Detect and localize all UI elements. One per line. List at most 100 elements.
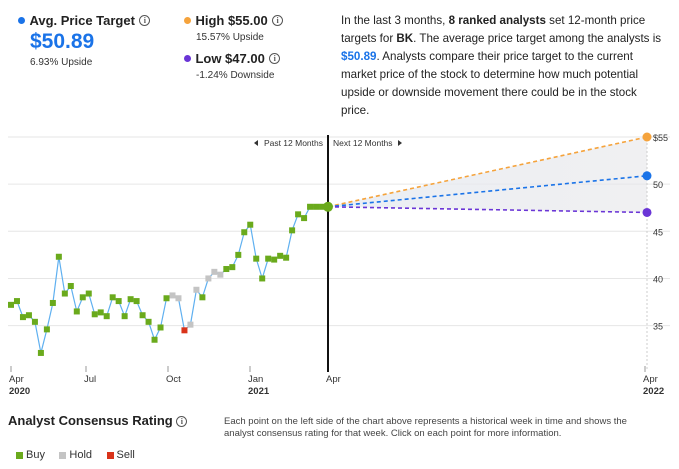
low-target: Low $47.00 i	[184, 50, 281, 68]
history-point-hold[interactable]	[187, 321, 194, 328]
history-point-buy[interactable]	[13, 298, 20, 305]
history-point-buy[interactable]	[283, 254, 290, 261]
history-point-hold[interactable]	[217, 271, 224, 278]
forecast-low-dot[interactable]	[642, 207, 652, 217]
next-12-months-label: Next 12 Months	[333, 138, 393, 148]
info-icon[interactable]: i	[176, 416, 188, 428]
history-point-buy[interactable]	[139, 312, 146, 319]
history-point-buy[interactable]	[127, 296, 134, 303]
low-downside: -1.24% Downside	[196, 70, 275, 81]
history-point-hold[interactable]	[193, 286, 200, 293]
history-polyline	[10, 206, 328, 354]
history-point-buy[interactable]	[61, 290, 68, 297]
history-point-buy[interactable]	[91, 311, 98, 318]
forecast-dots[interactable]	[642, 132, 652, 217]
history-point-buy[interactable]	[307, 203, 314, 210]
info-icon[interactable]: i	[269, 53, 281, 65]
history-point-buy[interactable]	[25, 312, 32, 319]
history-point-buy[interactable]	[133, 298, 140, 305]
history-point-buy[interactable]	[235, 251, 242, 258]
avg-dot	[18, 17, 25, 25]
history-point-buy[interactable]	[121, 313, 128, 320]
summary-part: In the last 3 months,	[341, 14, 449, 27]
history-line	[10, 206, 328, 354]
history-point-buy[interactable]	[109, 294, 116, 301]
forecast-lines	[327, 136, 648, 214]
past-12-months-label: Past 12 Months	[264, 138, 323, 148]
history-point-buy[interactable]	[247, 221, 254, 228]
x-tick-label: Apr	[9, 374, 24, 385]
history-point-buy[interactable]	[271, 256, 278, 263]
history-point-buy[interactable]	[73, 308, 80, 315]
history-point-buy[interactable]	[31, 318, 38, 325]
history-point-buy[interactable]	[199, 294, 206, 301]
history-point-buy[interactable]	[223, 266, 230, 273]
y-tick-label: 45	[653, 227, 663, 237]
history-point-buy[interactable]	[79, 294, 86, 301]
summary-ticker: BK	[396, 32, 414, 45]
summary-avg: $50.89	[341, 50, 377, 63]
history-point-buy[interactable]	[55, 253, 62, 260]
history-point-buy[interactable]	[37, 349, 44, 356]
history-point-buy[interactable]	[151, 336, 158, 343]
history-point-buy[interactable]	[157, 324, 164, 331]
history-point-hold[interactable]	[211, 268, 218, 275]
history-point-hold[interactable]	[205, 275, 212, 282]
y-tick-label: 50	[653, 180, 663, 190]
info-icon[interactable]: i	[139, 15, 151, 27]
history-point-buy[interactable]	[295, 211, 302, 218]
history-point-sell[interactable]	[181, 327, 188, 334]
history-point-buy[interactable]	[103, 313, 110, 320]
history-point-buy[interactable]	[253, 255, 260, 262]
history-point-buy[interactable]	[163, 295, 170, 302]
history-point-buy[interactable]	[8, 301, 14, 308]
history-point-hold[interactable]	[175, 295, 182, 302]
x-tick-year: 2021	[248, 386, 270, 397]
current-price-dot[interactable]	[323, 201, 333, 212]
forecast-avg-dot[interactable]	[642, 171, 652, 181]
history-point-buy[interactable]	[85, 290, 92, 297]
legend-hold: Hold	[59, 449, 92, 461]
forecast-avg-line	[327, 174, 648, 208]
history-point-buy[interactable]	[97, 309, 104, 316]
history-point-buy[interactable]	[19, 314, 26, 321]
legend-sell-label: Sell	[116, 449, 135, 461]
consensus-title-row: Analyst Consensus Rating i	[8, 413, 188, 428]
history-point-buy[interactable]	[289, 227, 296, 234]
avg-label: Avg. Price Target	[29, 13, 135, 28]
history-point-buy[interactable]	[277, 252, 284, 259]
history-point-buy[interactable]	[259, 275, 266, 282]
summary-analysts: 8 ranked analysts	[448, 14, 546, 27]
history-point-buy[interactable]	[43, 326, 50, 333]
history-point-buy[interactable]	[241, 229, 248, 236]
history-point-buy[interactable]	[301, 215, 308, 222]
high-target: High $55.00 i	[184, 12, 284, 30]
history-point-buy[interactable]	[265, 255, 272, 262]
x-tick-year: 2022	[643, 386, 664, 397]
y-tick-label: $55	[653, 133, 668, 143]
history-point-buy[interactable]	[115, 298, 122, 305]
history-point-buy[interactable]	[49, 299, 56, 306]
history-point-hold[interactable]	[169, 292, 176, 299]
forecast-high-dot[interactable]	[642, 132, 652, 142]
period-labels: Past 12 Months Next 12 Months	[254, 138, 402, 148]
forecast-fan-area	[328, 137, 647, 213]
summary-part: . The average price target among the ana…	[413, 32, 662, 45]
summary-text: In the last 3 months, 8 ranked analysts …	[341, 12, 666, 120]
forecast-high-line	[327, 136, 648, 208]
history-points[interactable]	[8, 203, 331, 356]
rating-legend: Buy Hold Sell	[16, 445, 145, 463]
history-point-buy[interactable]	[145, 318, 152, 325]
info-icon[interactable]: i	[272, 15, 284, 27]
history-point-buy[interactable]	[319, 203, 326, 210]
low-label: Low $47.00	[195, 51, 265, 66]
high-dot	[184, 17, 191, 25]
history-point-buy[interactable]	[313, 203, 320, 210]
x-tick-label: Apr	[326, 374, 341, 385]
history-point-buy[interactable]	[229, 264, 236, 271]
legend-hold-label: Hold	[69, 449, 93, 461]
history-point-buy[interactable]	[67, 282, 74, 289]
x-tick-year: 2020	[9, 386, 30, 397]
y-tick-label: 35	[653, 322, 663, 332]
